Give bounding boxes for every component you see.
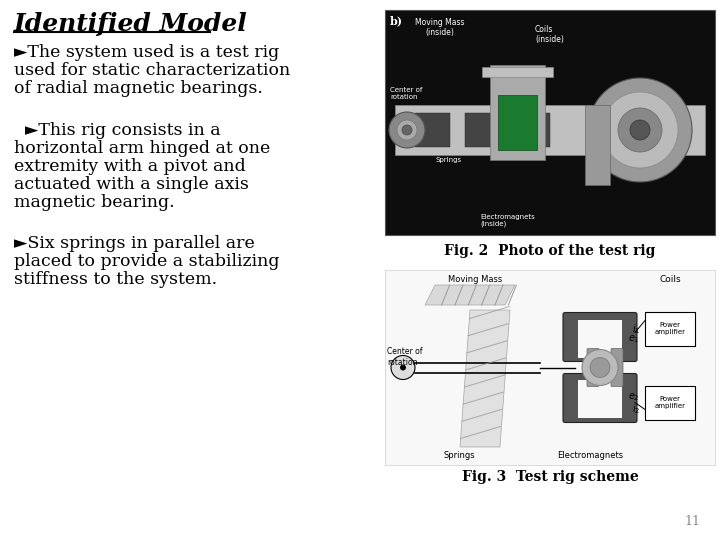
Bar: [490, 65, 545, 160]
Text: actuated with a single axis: actuated with a single axis: [14, 176, 249, 193]
Text: magnetic bearing.: magnetic bearing.: [14, 194, 175, 211]
Text: extremity with a pivot and: extremity with a pivot and: [14, 158, 246, 175]
Circle shape: [590, 357, 610, 377]
Text: ►This rig consists in a: ►This rig consists in a: [14, 122, 220, 139]
Text: Springs: Springs: [443, 451, 474, 460]
Text: Springs: Springs: [435, 157, 461, 163]
Polygon shape: [460, 310, 510, 447]
Bar: [645, 386, 695, 420]
Bar: [578, 380, 622, 417]
Circle shape: [389, 112, 425, 148]
Text: $i_2$: $i_2$: [631, 403, 640, 416]
Text: $e_1$: $e_1$: [629, 334, 640, 346]
Text: ►The system used is a test rig: ►The system used is a test rig: [14, 44, 279, 61]
Text: Electromagnets: Electromagnets: [557, 451, 623, 460]
Text: $i_1$: $i_1$: [631, 322, 640, 336]
Circle shape: [582, 349, 618, 386]
Text: 11: 11: [684, 515, 700, 528]
Text: ►Six springs in parallel are: ►Six springs in parallel are: [14, 235, 255, 252]
Text: Fig. 3  Test rig scheme: Fig. 3 Test rig scheme: [462, 470, 639, 484]
FancyBboxPatch shape: [563, 313, 637, 361]
Bar: [415, 113, 450, 147]
Circle shape: [391, 355, 415, 380]
Bar: [645, 312, 695, 346]
FancyBboxPatch shape: [563, 374, 637, 422]
Circle shape: [397, 120, 417, 140]
Text: horizontal arm hinged at one: horizontal arm hinged at one: [14, 140, 270, 157]
FancyBboxPatch shape: [587, 348, 599, 387]
Circle shape: [630, 120, 650, 140]
Text: Moving Mass: Moving Mass: [448, 275, 502, 284]
Bar: [515, 113, 550, 147]
Text: Identified Model: Identified Model: [14, 12, 248, 36]
Text: Electromagnets
(inside): Electromagnets (inside): [480, 213, 535, 227]
Text: Moving Mass
(inside): Moving Mass (inside): [415, 18, 464, 37]
Bar: [385, 10, 715, 235]
Circle shape: [602, 92, 678, 168]
FancyBboxPatch shape: [611, 348, 623, 387]
Text: placed to provide a stabilizing: placed to provide a stabilizing: [14, 253, 279, 270]
Text: Coils: Coils: [660, 275, 681, 284]
Text: Fig. 2  Photo of the test rig: Fig. 2 Photo of the test rig: [444, 244, 656, 258]
Circle shape: [588, 78, 692, 182]
Bar: [578, 320, 622, 357]
Text: Power
amplifier: Power amplifier: [654, 396, 685, 409]
Polygon shape: [425, 285, 515, 305]
Bar: [395, 105, 705, 155]
Text: b): b): [390, 15, 403, 26]
Circle shape: [618, 108, 662, 152]
Bar: [482, 67, 553, 77]
Circle shape: [402, 125, 412, 135]
Text: $e_2$: $e_2$: [629, 392, 640, 403]
Text: Coils
(inside): Coils (inside): [535, 25, 564, 44]
Text: stiffness to the system.: stiffness to the system.: [14, 271, 217, 288]
Text: Center of
rotation: Center of rotation: [387, 348, 423, 367]
Text: Power
amplifier: Power amplifier: [654, 322, 685, 335]
Text: of radial magnetic bearings.: of radial magnetic bearings.: [14, 80, 263, 97]
Bar: [585, 105, 610, 185]
Text: used for static characterization: used for static characterization: [14, 62, 290, 79]
Bar: [498, 95, 537, 150]
Text: Center of
rotation: Center of rotation: [390, 87, 423, 100]
Bar: [385, 270, 715, 465]
Bar: [465, 113, 500, 147]
Circle shape: [400, 364, 406, 370]
